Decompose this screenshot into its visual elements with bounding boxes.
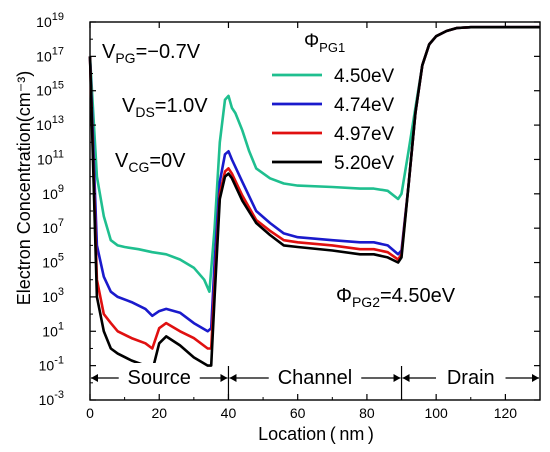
y-tick-exponent: 13 — [52, 114, 64, 126]
y-tick-base: 10 — [36, 14, 52, 30]
y-tick-exponent: 17 — [52, 45, 64, 57]
annotation-vds-sub: DS — [135, 104, 154, 120]
y-tick-label: 109 — [42, 183, 64, 202]
annotation-phi-pg2-main: Φ — [336, 285, 352, 307]
legend-label: 4.50eV — [334, 66, 395, 87]
y-tick-base: 10 — [39, 392, 55, 408]
region-label-bg — [118, 363, 200, 387]
annotation-phi-pg2-tail: =4.50eV — [380, 285, 456, 307]
x-tick-label: 40 — [221, 405, 237, 421]
y-tick-base: 10 — [36, 83, 52, 99]
legend-label: 4.74eV — [334, 95, 395, 116]
y-tick-label: 10-1 — [39, 355, 64, 374]
x-tick-label: 20 — [151, 405, 167, 421]
y-tick-base: 10 — [42, 255, 58, 271]
annotation-vpg-main: V — [102, 41, 116, 63]
plot-border — [89, 21, 541, 401]
y-tick-base: 10 — [36, 117, 52, 133]
annotation-vds-tail: =1.0V — [155, 95, 208, 117]
legend-label: 4.97eV — [334, 124, 395, 145]
y-tick-exponent: 19 — [52, 11, 64, 23]
y-tick-exponent: 7 — [58, 217, 64, 229]
annotation-vpg-sub: PG — [115, 50, 135, 66]
annotation-vcg: VCG=0V — [115, 150, 186, 175]
y-tick-label: 103 — [42, 286, 64, 305]
y-tick-base: 10 — [39, 358, 55, 374]
annotation-vcg-tail: =0V — [149, 150, 186, 172]
region-label-source: Source — [128, 367, 191, 389]
region-label-channel: Channel — [278, 367, 353, 389]
y-tick-exponent: 15 — [52, 80, 64, 92]
annotation-vds-main: V — [122, 95, 136, 117]
y-tick-base: 10 — [42, 220, 58, 236]
x-tick-label: 100 — [424, 405, 448, 421]
y-tick-label: 101 — [42, 320, 64, 339]
x-tick-label: 60 — [290, 405, 306, 421]
axis-layer: 0 20 40 60 80 100 12010-310-110110310510710910… — [36, 11, 540, 421]
annotation-vpg: VPG=−0.7V — [102, 41, 201, 66]
region-label-bg — [436, 363, 506, 387]
plot-frame — [89, 21, 541, 401]
region-label-bg — [268, 363, 362, 387]
annotation-vds: VDS=1.0V — [122, 95, 208, 120]
y-tick-label: 1013 — [36, 114, 64, 133]
y-tick-exponent: 1 — [58, 320, 64, 332]
y-tick-label: 107 — [42, 217, 64, 236]
region-arrow-head — [229, 374, 237, 382]
x-tick-label: 80 — [359, 405, 375, 421]
y-tick-label: 1019 — [36, 11, 64, 30]
y-tick-label: 1017 — [36, 45, 64, 64]
x-axis-title: Location ( nm ) — [258, 424, 374, 444]
legend-title: ΦPG1 — [304, 31, 345, 55]
region-label-drain: Drain — [447, 367, 495, 389]
y-tick-exponent: 9 — [58, 183, 64, 195]
region-arrow-head — [91, 374, 98, 382]
y-tick-label: 1011 — [37, 148, 64, 167]
y-tick-label: 105 — [42, 252, 64, 271]
y-tick-exponent: -1 — [54, 355, 64, 367]
annotation-phi-pg2: ΦPG2=4.50eV — [336, 285, 456, 310]
y-tick-exponent: -3 — [54, 389, 64, 401]
x-tick-label: 0 — [86, 405, 94, 421]
y-tick-exponent: 11 — [53, 148, 64, 160]
y-tick-exponent: 3 — [58, 286, 64, 298]
region-layer: Source Channel Drain — [91, 363, 539, 400]
annotation-vcg-sub: CG — [128, 159, 149, 175]
x-tick-label: 120 — [494, 405, 518, 421]
y-tick-base: 10 — [37, 151, 53, 167]
annotation-vcg-main: V — [115, 150, 129, 172]
legend-layer: ΦPG1 4.50eV 4.74eV 4.97eV 5.20eV — [272, 31, 395, 174]
region-arrow-head — [393, 374, 401, 382]
y-tick-exponent: 5 — [58, 252, 64, 264]
series-layer — [88, 25, 540, 373]
y-tick-base: 10 — [42, 323, 58, 339]
region-arrow-head — [220, 374, 228, 382]
y-tick-base: 10 — [36, 48, 52, 64]
annotation-vpg-tail: =−0.7V — [136, 41, 201, 63]
y-tick-base: 10 — [42, 186, 58, 202]
y-tick-base: 10 — [42, 289, 58, 305]
legend-title-main: Φ — [304, 31, 319, 52]
legend-title-sub: PG1 — [319, 40, 345, 55]
y-tick-label: 10-3 — [39, 389, 64, 408]
region-arrow-head — [402, 374, 410, 382]
series-line-520eV — [88, 25, 540, 373]
annotation-phi-pg2-sub: PG2 — [352, 294, 380, 310]
region-arrow-head — [532, 374, 539, 382]
y-tick-label: 1015 — [36, 80, 64, 99]
legend-label: 5.20eV — [334, 153, 395, 174]
series-line-474eV — [88, 25, 540, 333]
y-axis-title: Electron Concentration(cm⁻³) — [14, 71, 34, 306]
